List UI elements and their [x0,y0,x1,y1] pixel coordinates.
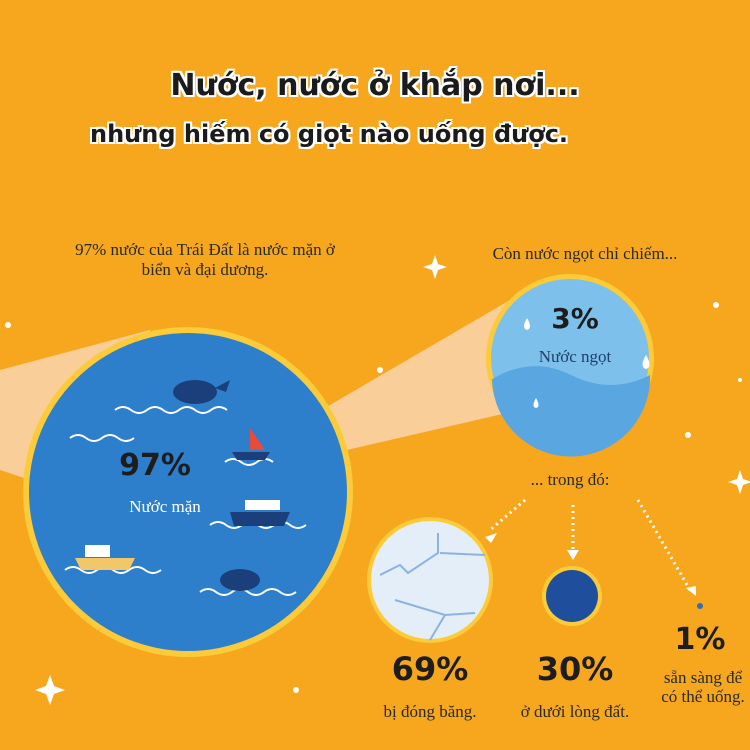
fresh-percent: 3% [551,302,599,335]
fresh-label: Nước ngọt [538,347,612,366]
whale-icon [173,380,230,404]
drinkable-dot [697,603,703,609]
sailboat-icon [232,428,270,460]
salt-percent: 97% [119,448,191,483]
droplet-icons [524,318,650,408]
ship-icon [230,500,290,526]
of-which-label: ... trong đó: [530,470,610,489]
page-title: Nước, nước ở khắp nơi... [170,68,580,103]
dotted-arrows [489,498,692,591]
drinkable-label: sẵn sàng để có thể uống. [661,668,745,706]
salt-caption: 97% nước của Trái Đất là nước mặn ở biển… [75,240,335,279]
ice-label: bị đóng băng. [383,702,477,721]
groundwater-percent: 30% [536,650,614,688]
sparkle-icons [5,255,750,705]
fishing-boat-icon [75,545,135,570]
ice-percent: 69% [391,650,469,688]
drinkable-percent: 1% [674,622,726,657]
fresh-caption: Còn nước ngọt chỉ chiếm... [492,244,678,263]
groundwater-label: ở dưới lòng đất. [520,702,630,721]
page-subtitle: nhưng hiếm có giọt nào uống được. [90,120,569,148]
whale-icon-2 [220,569,260,591]
salt-label: Nước mặn [129,497,201,516]
